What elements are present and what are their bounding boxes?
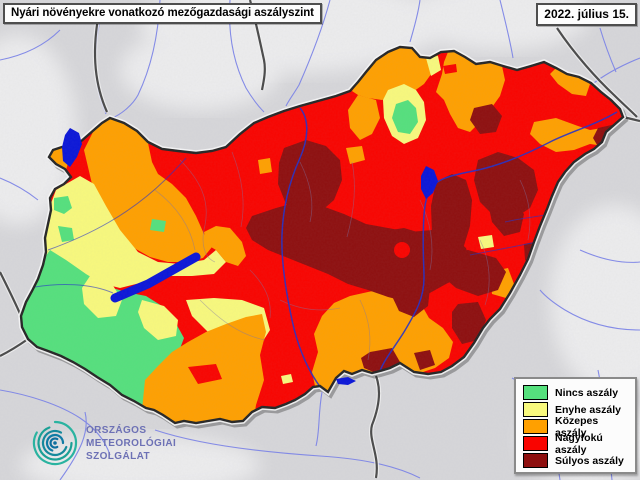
legend-swatch-none: [523, 385, 548, 400]
legend-swatch-high: [523, 436, 548, 451]
logo-line1: ORSZÁGOS: [86, 424, 147, 436]
page-title: Nyári növényekre vonatkozó mezőgazdasági…: [11, 7, 314, 19]
date-box: 2022. július 15.: [536, 3, 637, 26]
omsz-logo: ORSZÁGOS METEOROLÓGIAI SZOLGÁLAT: [30, 418, 176, 468]
legend-label-high: Nagyfokú aszály: [555, 431, 603, 456]
legend-item-severe: Súlyos aszály: [523, 452, 631, 469]
logo-line3: SZOLGÁLAT: [86, 450, 150, 462]
legend-label-moderate: Közepes aszály: [555, 414, 599, 439]
legend: Nincs aszály Enyhe aszály Közepes aszály…: [514, 377, 637, 474]
legend-label-severe: Súlyos aszály: [555, 454, 624, 467]
legend-item-moderate: Közepes aszály: [523, 415, 631, 439]
title-box: Nyári növényekre vonatkozó mezőgazdasági…: [3, 3, 322, 24]
legend-label-none: Nincs aszály: [555, 386, 619, 399]
legend-item-high: Nagyfokú aszály: [523, 432, 631, 456]
legend-item-mild: Enyhe aszály: [523, 401, 631, 418]
legend-swatch-moderate: [523, 419, 548, 434]
map-date: 2022. július 15.: [544, 7, 629, 21]
legend-label-mild: Enyhe aszály: [555, 403, 621, 416]
legend-swatch-mild: [523, 402, 548, 417]
logo-line2: METEOROLÓGIAI: [86, 437, 177, 449]
logo-spiral-icon: [32, 420, 78, 466]
legend-item-none: Nincs aszály: [523, 384, 631, 401]
legend-swatch-severe: [523, 453, 548, 468]
logo-text: ORSZÁGOS METEOROLÓGIAI SZOLGÁLAT: [86, 424, 176, 463]
